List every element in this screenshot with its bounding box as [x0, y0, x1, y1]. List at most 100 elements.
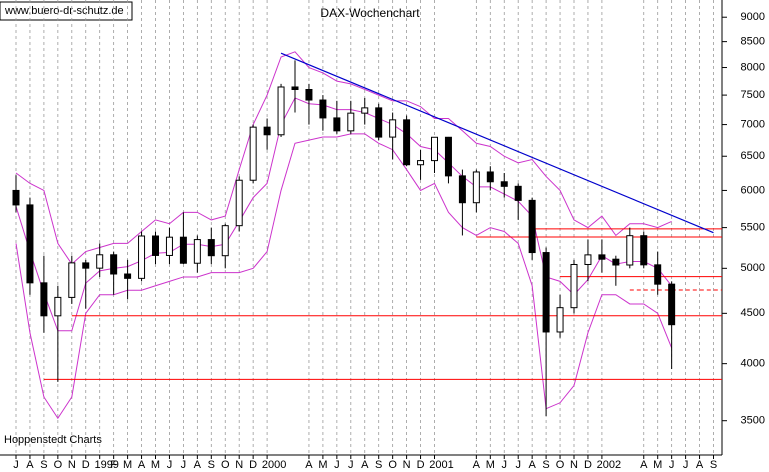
candle-body — [598, 254, 606, 260]
x-tick-label: J — [502, 459, 508, 471]
candle-body — [431, 136, 438, 162]
candle-body — [110, 254, 118, 275]
candle-body — [458, 175, 466, 204]
candle-body — [584, 254, 592, 265]
candle-body — [542, 252, 550, 333]
x-tick-label: O — [221, 459, 230, 471]
band-middle — [15, 97, 673, 332]
x-tick-label: 2001 — [429, 459, 453, 471]
x-tick-label: D — [82, 459, 90, 471]
x-tick-label: 2000 — [262, 459, 286, 471]
x-tick-label: J — [683, 459, 689, 471]
x-tick-label: J — [669, 459, 675, 471]
x-tick-label: S — [710, 459, 717, 471]
candle-body — [375, 107, 383, 138]
candle-body — [291, 86, 299, 91]
candle-body — [26, 204, 34, 284]
x-tick-label: A — [696, 459, 704, 471]
x-tick-label: M — [318, 459, 327, 471]
website: www.buero-dr-schutz.de — [4, 5, 124, 17]
candle-body — [668, 283, 676, 326]
footer: Hoppenstedt Charts — [4, 434, 102, 446]
y-tick-label: 4500 — [741, 307, 765, 319]
candle-body — [82, 262, 90, 269]
candle-body — [179, 236, 187, 264]
x-tick-label: M — [123, 459, 132, 471]
candle-body — [277, 86, 285, 136]
candle-body — [612, 258, 620, 266]
candle-body — [165, 236, 173, 256]
candle-body — [626, 235, 634, 266]
candle-body — [472, 171, 480, 204]
x-tick-label: O — [556, 459, 565, 471]
candle-body — [235, 179, 243, 227]
candle-body — [570, 263, 578, 309]
candle-body — [361, 107, 369, 114]
x-tick-label: A — [305, 459, 313, 471]
candle-body — [263, 126, 271, 136]
candle-body — [556, 307, 564, 333]
x-tick-label: A — [194, 459, 202, 471]
candle-body — [124, 273, 132, 279]
y-tick-label: 6000 — [741, 184, 765, 196]
x-tick-label: S — [542, 459, 549, 471]
x-tick-label: N — [235, 459, 243, 471]
x-tick-label: 2002 — [597, 459, 621, 471]
candle-body — [514, 185, 522, 201]
x-tick-label: M — [151, 459, 160, 471]
y-tick-label: 8000 — [741, 61, 765, 73]
y-tick-label: 7500 — [741, 89, 765, 101]
candle-body — [444, 136, 452, 177]
x-tick-label: J — [167, 459, 173, 471]
x-tick-label: J — [348, 459, 354, 471]
y-tick-label: 9000 — [741, 11, 765, 23]
x-tick-label: S — [40, 459, 47, 471]
band-lower — [15, 133, 673, 420]
candle-body — [68, 262, 76, 298]
band-upper — [15, 51, 672, 265]
x-tick-label: J — [334, 459, 340, 471]
x-tick-label: N — [570, 459, 578, 471]
x-tick-label: N — [68, 459, 76, 471]
x-tick-label: S — [375, 459, 382, 471]
candle-body — [12, 189, 20, 206]
x-tick-label: D — [417, 459, 425, 471]
y-tick-label: 6500 — [741, 150, 765, 162]
candle-body — [347, 112, 355, 132]
candle-body — [389, 119, 397, 138]
candle-body — [654, 264, 662, 285]
x-tick-label: J — [515, 459, 521, 471]
candle-body — [54, 296, 62, 317]
x-tick-label: 1999 — [94, 459, 118, 471]
candle-body — [96, 254, 104, 269]
candle-body — [333, 117, 341, 132]
x-tick-label: D — [249, 459, 257, 471]
candle-body — [207, 239, 215, 257]
y-tick-label: 3500 — [741, 415, 765, 427]
candle-body — [500, 181, 508, 187]
candle-body — [221, 225, 229, 257]
y-tick-label: 5000 — [741, 262, 765, 274]
x-tick-label: A — [528, 459, 536, 471]
x-tick-label: A — [26, 459, 34, 471]
x-tick-label: A — [361, 459, 369, 471]
x-tick-label: O — [54, 459, 63, 471]
candle-body — [138, 235, 146, 279]
trendline — [280, 52, 714, 234]
candle-body — [417, 160, 425, 166]
candle-body — [528, 199, 536, 254]
x-tick-label: D — [584, 459, 592, 471]
x-tick-label: A — [138, 459, 146, 471]
x-tick-label: M — [653, 459, 662, 471]
x-tick-label: M — [486, 459, 495, 471]
x-tick-label: F — [110, 459, 117, 471]
website-box — [0, 1, 133, 21]
candle-body — [40, 282, 48, 317]
candle-body — [249, 126, 257, 181]
x-tick-label: N — [403, 459, 411, 471]
x-tick-label: J — [181, 459, 187, 471]
x-tick-label: S — [208, 459, 215, 471]
candle-body — [193, 239, 201, 264]
